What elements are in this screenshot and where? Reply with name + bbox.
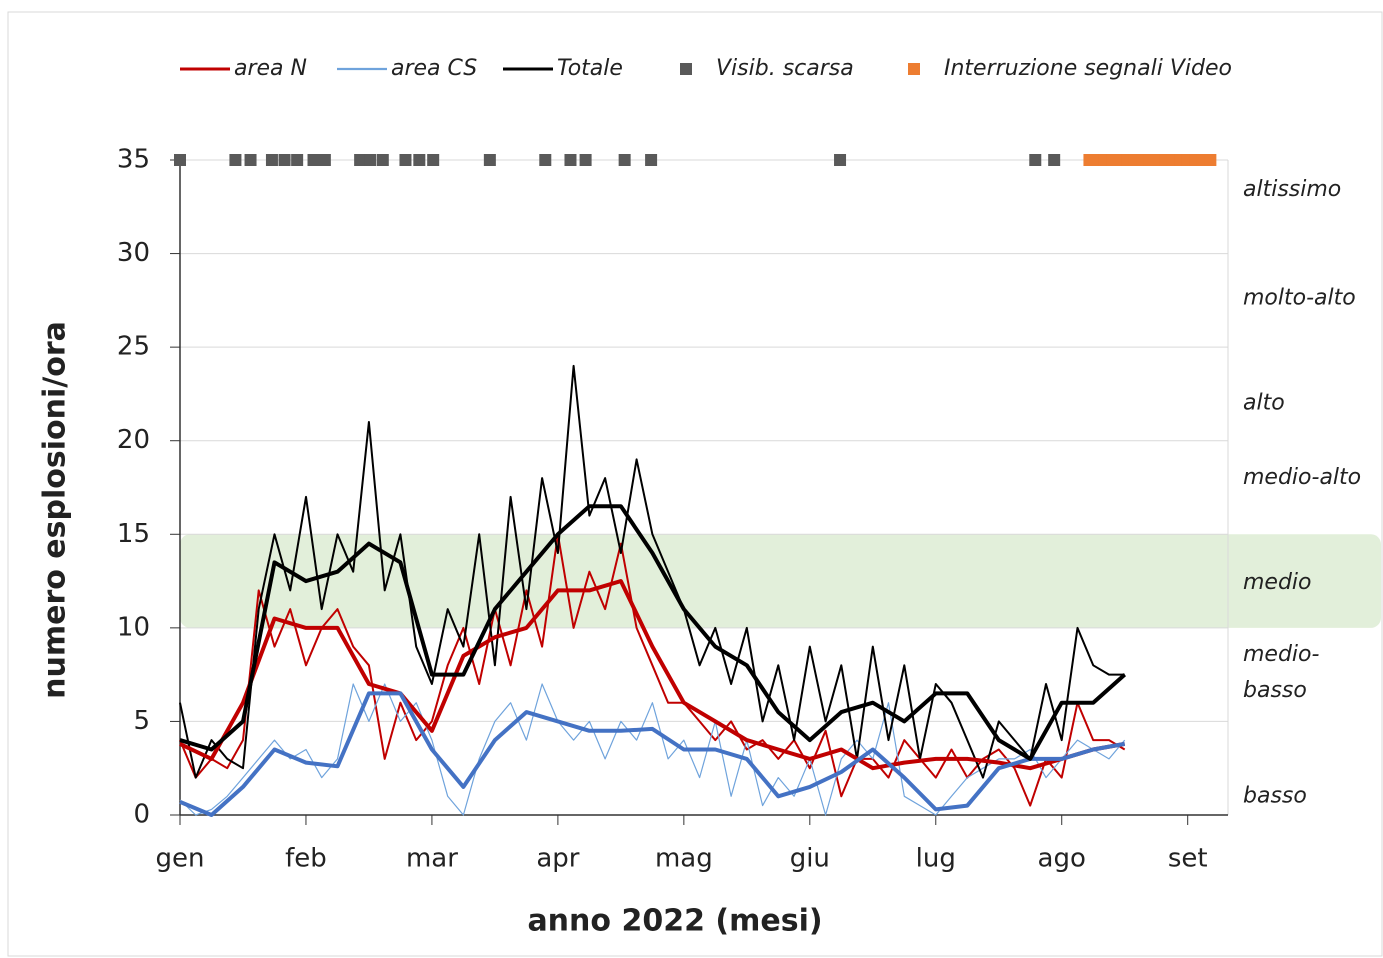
marker: [265, 154, 278, 166]
series-line: [179, 364, 1125, 779]
y-tick-label: 10: [117, 612, 150, 642]
marker: [413, 154, 426, 166]
marker: [539, 154, 552, 166]
x-tick-label: apr: [536, 844, 579, 874]
level-label: basso: [1243, 678, 1307, 703]
level-label: alto: [1243, 390, 1285, 415]
chart-frame: [7, 11, 1383, 957]
level-label: medio-: [1243, 642, 1320, 667]
marker: [645, 154, 658, 166]
series-line: [179, 504, 1127, 761]
marker: [399, 154, 412, 166]
level-label: medio-alto: [1243, 465, 1361, 490]
legend-label: Interruzione segnali Video: [944, 56, 1232, 81]
x-axis-label: anno 2022 (mesi): [527, 904, 822, 939]
marker: [354, 154, 367, 166]
marker: [427, 154, 440, 166]
level-label: medio: [1243, 570, 1312, 595]
marker: [483, 154, 496, 166]
x-tick-label: set: [1168, 844, 1208, 874]
marker: [318, 154, 331, 166]
marker: [834, 154, 847, 166]
x-tick-label: feb: [285, 844, 327, 874]
marker: [579, 154, 592, 166]
y-tick-label: 20: [117, 425, 150, 455]
y-tick-label: 30: [117, 238, 150, 268]
marker: [307, 154, 320, 166]
marker: [364, 154, 377, 166]
level-band: [180, 534, 1381, 628]
y-tick-label: 15: [117, 519, 150, 549]
y-tick-label: 0: [133, 800, 150, 830]
marker: [1048, 154, 1061, 166]
marker: [229, 154, 242, 166]
y-tick-label: 5: [133, 706, 150, 736]
legend-label: Visib. scarsa: [716, 56, 854, 81]
marker: [278, 154, 291, 166]
level-label: basso: [1243, 783, 1307, 808]
y-tick-label: 35: [117, 145, 150, 175]
marker: [244, 154, 257, 166]
legend-swatch: [680, 63, 692, 75]
marker: [174, 154, 186, 166]
marker: [376, 154, 389, 166]
y-tick-label: 25: [117, 332, 150, 362]
y-axis-label: numero esplosioni/ora: [38, 321, 73, 699]
level-label: altissimo: [1243, 177, 1341, 202]
x-tick-label: mag: [655, 844, 713, 874]
marker: [1204, 154, 1217, 166]
legend-label: area N: [234, 56, 307, 81]
legend-label: area CS: [391, 56, 477, 81]
x-tick-label: lug: [916, 844, 956, 874]
x-tick-label: gen: [156, 844, 205, 874]
legend-swatch: [908, 63, 920, 75]
x-tick-label: mar: [406, 844, 458, 874]
series-line: [179, 683, 1126, 816]
x-tick-label: giu: [790, 844, 830, 874]
marker: [618, 154, 631, 166]
level-label: molto-alto: [1243, 285, 1356, 310]
marker: [291, 154, 304, 166]
marker: [564, 154, 577, 166]
series-line: [179, 579, 1126, 771]
series-line: [179, 691, 1126, 817]
legend-label: Totale: [557, 56, 623, 81]
marker: [1029, 154, 1042, 166]
x-tick-label: ago: [1038, 844, 1086, 874]
